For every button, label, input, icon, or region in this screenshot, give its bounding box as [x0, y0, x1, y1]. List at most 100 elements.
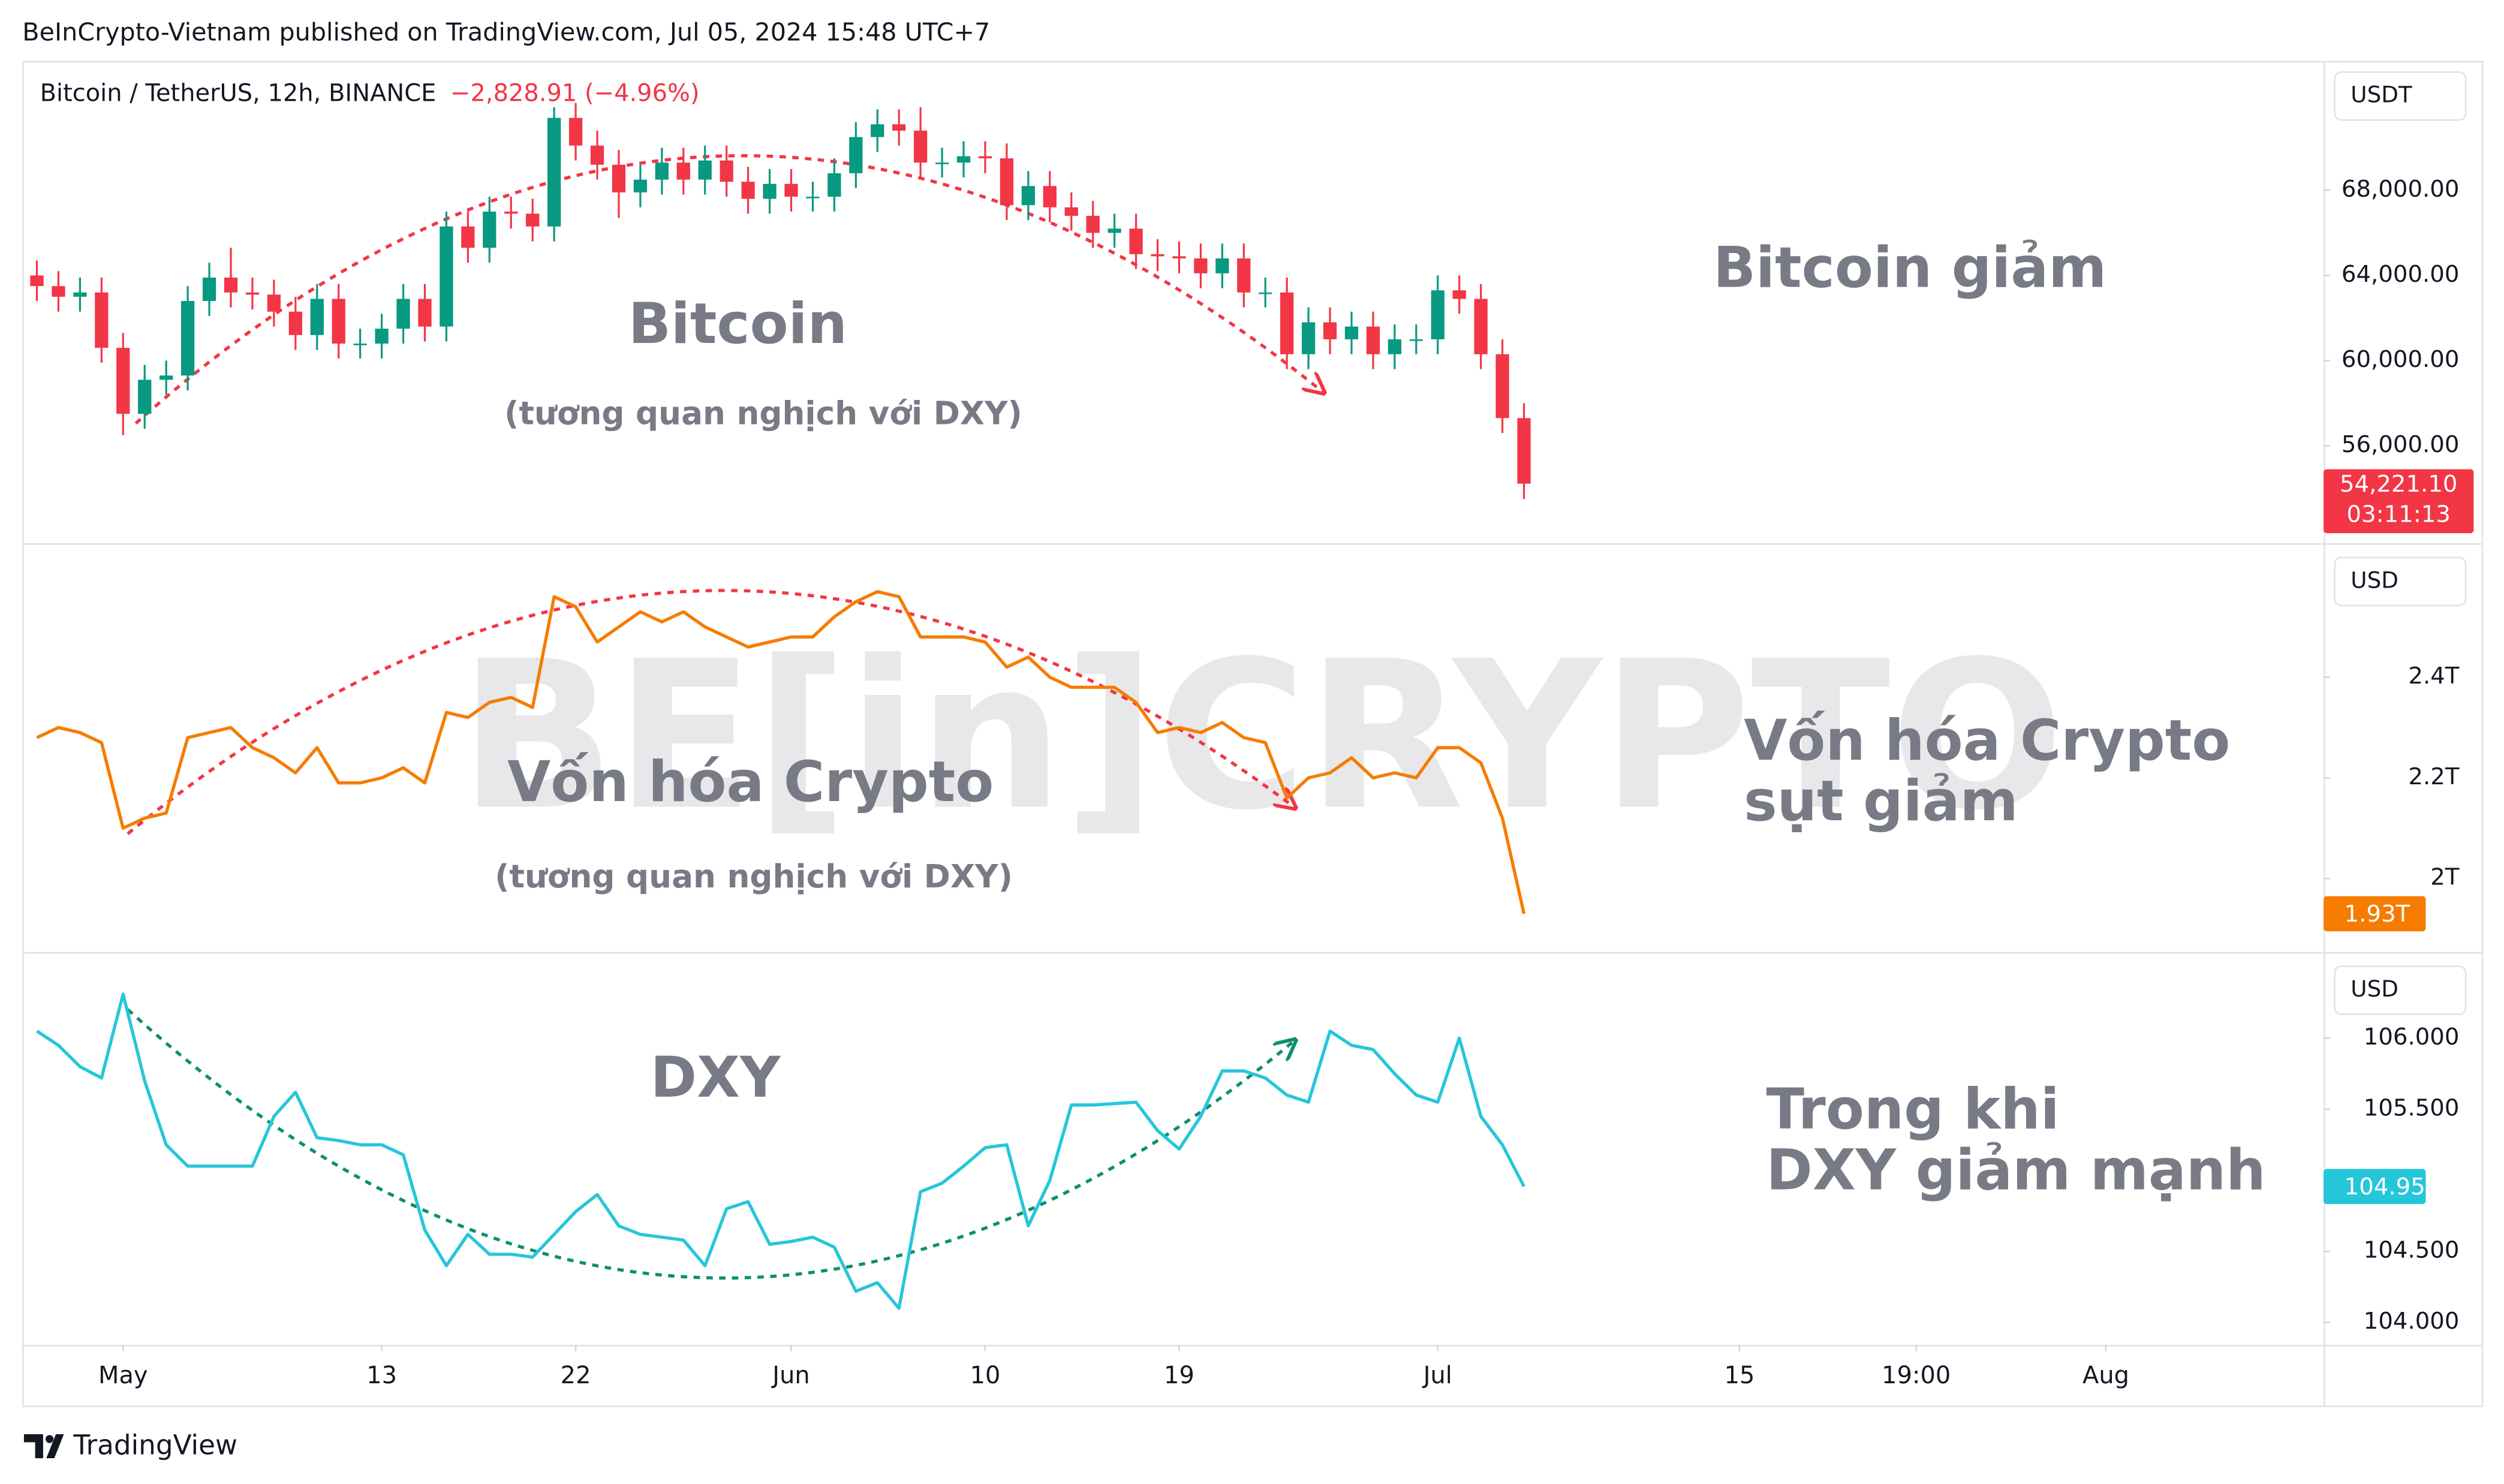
y-tick-label: 104.500 [2364, 1237, 2460, 1264]
candle-body [827, 173, 841, 197]
candle-body [267, 294, 281, 312]
candle-body [1215, 258, 1229, 273]
annotation: Vốn hóa Crypto [507, 749, 994, 814]
candle-body [871, 124, 884, 137]
candle-body [1086, 215, 1100, 233]
candle-body [655, 162, 669, 180]
candle-body [1431, 290, 1444, 339]
candle-body [849, 137, 863, 173]
x-tick-label: 19:00 [1882, 1362, 1951, 1389]
annotation: (tương quan nghịch với DXY) [504, 395, 1022, 432]
x-tick-label: May [98, 1362, 148, 1389]
x-tick-label: Jul [1422, 1362, 1452, 1389]
candle-body [483, 211, 496, 248]
line-series [36, 590, 1526, 914]
candle-body [1366, 326, 1380, 354]
candle-body [568, 118, 583, 146]
last-price-label: 54,221.10 [2340, 471, 2458, 498]
trend-curves [127, 154, 1322, 1280]
annotation: Bitcoin [628, 291, 847, 356]
candle-body [504, 211, 518, 214]
y-tick-label: 106.000 [2364, 1024, 2460, 1050]
candle-body [1172, 256, 1186, 258]
candle-body [1517, 418, 1531, 484]
candle-body [396, 299, 410, 329]
candle-body [353, 344, 367, 345]
candle-body [1323, 322, 1337, 339]
annotation: DXY [651, 1044, 781, 1110]
candle-body [806, 196, 820, 198]
annotation: Bitcoin giảm [1713, 235, 2106, 300]
currency-box [2334, 71, 2467, 121]
candle-body [526, 213, 540, 227]
legend-change: −2,828.91 (−4.96%) [450, 80, 700, 107]
currency-box [2334, 556, 2467, 607]
candle-body [1064, 207, 1078, 216]
candle-body [1151, 254, 1164, 257]
last-value-label: 1.93T [2345, 901, 2410, 928]
candle-body [763, 183, 777, 199]
y-tick-label: 68,000.00 [2342, 176, 2460, 203]
candle-body [1129, 228, 1143, 254]
candle-body [741, 182, 755, 199]
footer: TradingView [73, 1429, 238, 1461]
candle-body [590, 145, 604, 165]
candle-body [1474, 299, 1488, 354]
x-tick-label: 15 [1724, 1362, 1755, 1389]
candle-body [892, 124, 906, 131]
candle-body [914, 130, 928, 163]
x-tick-label: 22 [561, 1362, 591, 1389]
candle-body [1043, 186, 1057, 207]
candle-body [202, 277, 216, 301]
x-tick-label: Aug [2082, 1362, 2129, 1389]
y-tick-label: 104.000 [2364, 1308, 2460, 1335]
candle-body [784, 183, 798, 197]
candle-body [30, 275, 44, 287]
last-value-label: 104.957 [2345, 1173, 2440, 1200]
candle-body [676, 162, 690, 180]
candle-body [245, 292, 260, 295]
candle-body [116, 348, 130, 414]
candle-body [633, 179, 648, 192]
footer-logo [23, 1434, 64, 1458]
candle-body [418, 299, 432, 327]
candle-body [1452, 290, 1466, 299]
candle-body [1280, 292, 1294, 354]
candle-body [52, 286, 65, 297]
y-tick-label: 2T [2430, 864, 2460, 891]
candle-body [935, 162, 949, 164]
x-tick-label: 13 [366, 1362, 397, 1389]
candle-body [440, 226, 453, 327]
candle-body [288, 311, 302, 335]
candle-body [956, 156, 971, 163]
x-tick-label: Jun [771, 1362, 809, 1389]
candle-body [1302, 322, 1316, 354]
annotation: sụt giảm [1744, 768, 2018, 833]
x-tick-label: 19 [1164, 1362, 1194, 1389]
candle-body [1344, 326, 1359, 339]
currency: USDT [2350, 82, 2412, 108]
last-price-box [2324, 469, 2474, 534]
y-tick-label: 64,000.00 [2342, 261, 2460, 288]
currency-box [2334, 965, 2467, 1015]
candle-body [612, 164, 626, 192]
countdown: 03:11:13 [2347, 501, 2451, 528]
y-tick-label: 60,000.00 [2342, 346, 2460, 373]
candle-body [159, 375, 173, 380]
last-value-box [2324, 1169, 2426, 1205]
annotation: (tương quan nghịch với DXY) [495, 858, 1013, 895]
candle-body [224, 277, 238, 293]
candle-body [73, 292, 87, 297]
annotation: DXY giảm mạnh [1766, 1137, 2266, 1202]
candle-body [1021, 186, 1036, 206]
annotation: Vốn hóa Crypto [1744, 708, 2230, 773]
candle-body [1107, 228, 1121, 233]
line-series [36, 992, 1525, 1310]
candle-body [180, 300, 195, 376]
candle-body [310, 299, 324, 335]
candle-body [1388, 339, 1402, 354]
candle-body [698, 160, 712, 180]
annotation: Trong khi [1766, 1076, 2060, 1142]
